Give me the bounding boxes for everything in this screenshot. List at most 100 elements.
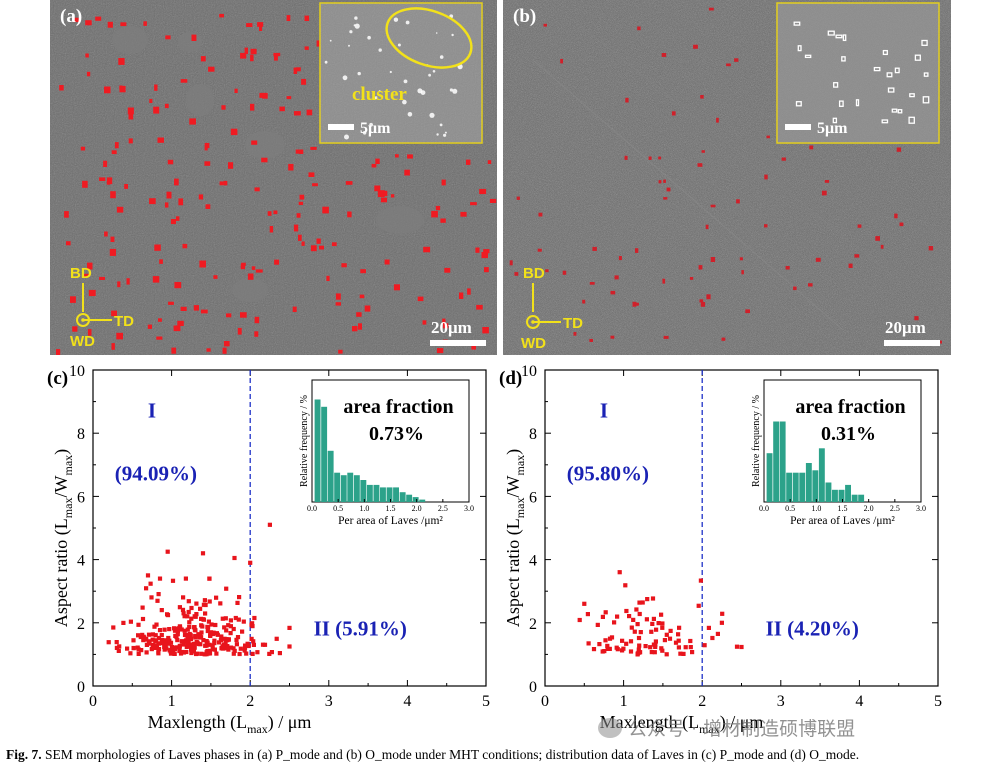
scatter-point xyxy=(150,642,155,647)
scatter-point xyxy=(242,645,248,650)
scatter-point xyxy=(706,625,711,630)
laves-particle xyxy=(198,194,204,200)
laves-particle xyxy=(250,54,254,62)
laves-particle xyxy=(269,226,274,233)
scatter-point xyxy=(577,617,582,623)
laves-particle xyxy=(440,218,446,223)
histogram-bar xyxy=(360,480,367,502)
histogram-bar xyxy=(818,448,825,502)
scatter-point xyxy=(180,607,186,612)
scatter-point xyxy=(121,620,126,625)
scatter-point xyxy=(189,643,194,648)
scatter-point xyxy=(131,638,136,643)
figure-caption: Fig. 7. SEM morphologies of Laves phases… xyxy=(6,747,996,763)
scatter-point xyxy=(277,651,282,656)
laves-particle xyxy=(208,66,215,72)
scatter-point xyxy=(591,647,597,652)
scatter-point xyxy=(702,643,707,648)
scatter-point xyxy=(683,645,688,650)
x-tick-label: 3 xyxy=(777,693,785,710)
laves-particle xyxy=(745,309,750,314)
histogram-bar xyxy=(838,489,845,502)
region-ii-label: II (5.91%) xyxy=(314,616,407,640)
laves-particle xyxy=(72,326,78,332)
scatter-points xyxy=(106,522,292,657)
laves-particle xyxy=(708,7,714,11)
scatter-point xyxy=(673,640,679,645)
scatter-point xyxy=(182,614,187,619)
laves-particle xyxy=(119,85,126,93)
laves-particle xyxy=(308,172,315,177)
inset-x-tick: 2.5 xyxy=(438,504,448,513)
scatter-point xyxy=(623,583,628,588)
histogram-bar xyxy=(845,484,851,502)
scatter-point xyxy=(267,522,272,527)
scatter-point xyxy=(255,650,260,655)
laves-particle xyxy=(166,191,172,199)
laves-particle xyxy=(693,44,698,49)
scatter-point xyxy=(636,635,642,641)
figure-number: Fig. 7. xyxy=(6,747,42,762)
laves-particle xyxy=(127,107,134,115)
laves-particle xyxy=(120,22,127,27)
laves-particle xyxy=(359,294,365,299)
laves-particle xyxy=(671,111,676,116)
scatter-point xyxy=(183,576,188,581)
y-tick-label: 2 xyxy=(77,616,85,633)
scatter-point xyxy=(210,643,215,648)
laves-particle xyxy=(177,320,184,326)
laves-particle xyxy=(154,84,158,91)
laves-particle xyxy=(274,55,278,61)
scatter-point xyxy=(208,633,213,638)
laves-particle xyxy=(301,241,305,246)
histogram-bar xyxy=(792,472,799,502)
laves-particle xyxy=(82,180,88,188)
scatter-point xyxy=(157,576,163,581)
laves-particle xyxy=(168,301,174,305)
scatter-point xyxy=(184,633,189,638)
wd-label-b: WD xyxy=(521,335,546,352)
y-tick-label: 0 xyxy=(77,679,85,696)
sem-a-blobs xyxy=(112,26,424,302)
laves-particle xyxy=(286,96,292,100)
scatter-point xyxy=(145,573,151,578)
laves-particle xyxy=(899,222,904,227)
laves-particle xyxy=(663,179,666,183)
laves-particle xyxy=(470,202,477,206)
scatter-point xyxy=(128,651,133,656)
scatter-point xyxy=(231,626,236,632)
scatter-point xyxy=(106,640,111,645)
laves-particle xyxy=(286,15,291,21)
scatter-point xyxy=(202,598,207,603)
laves-particles-b xyxy=(509,7,942,344)
laves-particle xyxy=(390,194,395,198)
laves-particle xyxy=(293,224,299,232)
histogram-bar xyxy=(779,421,786,502)
laves-particle xyxy=(111,150,117,155)
scatter-point xyxy=(162,647,167,652)
laves-particle xyxy=(70,296,76,303)
scatter-point xyxy=(178,651,184,656)
scatter-point xyxy=(165,549,170,554)
laves-particle xyxy=(537,248,542,252)
scatter-point xyxy=(116,648,121,653)
scatter-point xyxy=(177,648,182,654)
laves-particle xyxy=(766,135,770,139)
laves-particle xyxy=(347,211,352,218)
laves-particle xyxy=(156,336,163,340)
scatter-point xyxy=(660,625,665,630)
scatter-point xyxy=(111,625,116,630)
laves-particle xyxy=(267,211,272,216)
laves-particle xyxy=(358,323,362,330)
laves-particle xyxy=(240,312,247,318)
scatter-point xyxy=(148,581,153,586)
scatter-point xyxy=(189,616,194,621)
scatter-point xyxy=(676,638,681,643)
scatter-point xyxy=(582,601,587,606)
scatter-point xyxy=(172,628,178,633)
scatter-point xyxy=(190,645,195,650)
scatter-point xyxy=(139,648,144,653)
scatter-point xyxy=(153,633,158,638)
scatter-point xyxy=(194,612,199,617)
scatter-point xyxy=(681,651,686,656)
